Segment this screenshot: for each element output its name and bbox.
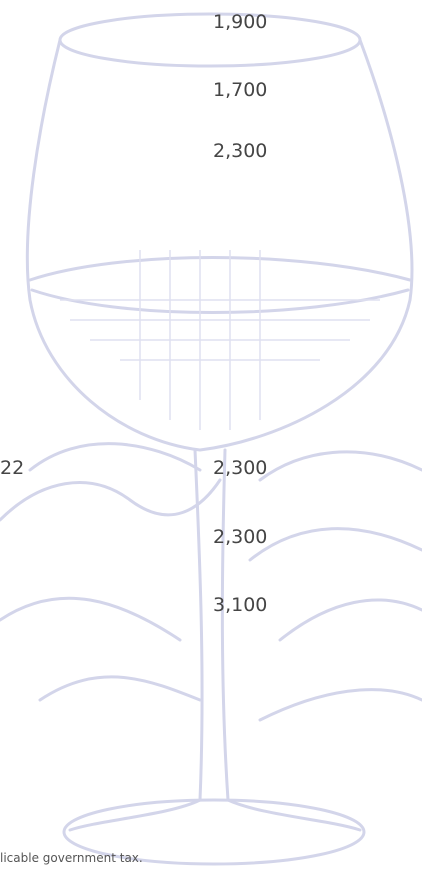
price: 1,700 — [213, 78, 267, 102]
wine-glass-illustration — [0, 0, 422, 874]
footer-note: licable government tax. — [0, 850, 143, 866]
price: 1,900 — [213, 10, 267, 34]
price: 3,100 — [213, 593, 267, 617]
menu-page: 1,900 1,700 2,300 22 2,300 2,300 3,100 l… — [0, 0, 422, 874]
price: 2,300 — [213, 139, 267, 163]
item-text-fragment: 22 — [0, 456, 24, 480]
price: 2,300 — [213, 525, 267, 549]
price: 2,300 — [213, 456, 267, 480]
